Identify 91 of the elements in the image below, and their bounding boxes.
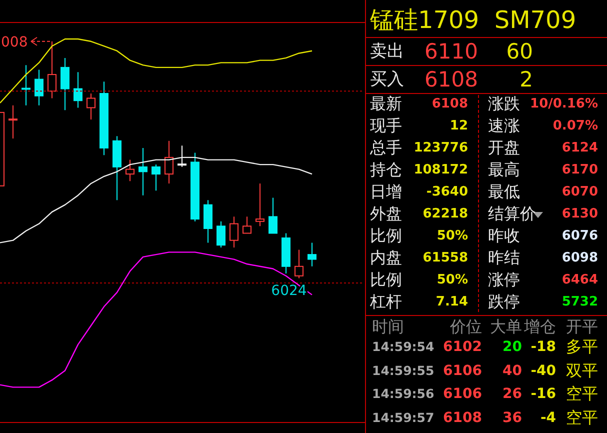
text: 6102: [443, 339, 482, 355]
candlestick: [256, 182, 264, 227]
candlestick: [138, 147, 148, 196]
annotation: 6024: [271, 283, 307, 300]
annotation: 008: [1, 34, 28, 50]
text: 50%: [436, 228, 468, 244]
text: 6070: [562, 184, 598, 200]
text: -40: [530, 362, 556, 379]
text: 62218: [422, 206, 468, 222]
text: 日增: [370, 182, 402, 201]
text: 6110: [424, 40, 478, 64]
text: -4: [540, 410, 556, 426]
text: -18: [530, 339, 556, 355]
text: 6124: [562, 140, 598, 156]
text: 36: [502, 410, 522, 426]
text: 外盘: [370, 204, 402, 223]
text: 60: [506, 40, 533, 64]
text: 2: [520, 68, 533, 92]
text: 多平: [566, 337, 598, 356]
text: 6108: [432, 96, 468, 112]
text: 涨跌: [488, 94, 520, 113]
text: 总手: [370, 138, 402, 157]
candlestick: [308, 242, 316, 267]
text: 持仓: [370, 160, 402, 179]
candlestick: [60, 57, 70, 111]
text: 26: [502, 386, 522, 402]
text: 6106: [443, 386, 482, 402]
candlestick: [242, 216, 252, 234]
text: 时间: [372, 317, 404, 336]
text: 买入: [370, 70, 404, 90]
candlestick: [294, 249, 304, 279]
text: 内盘: [370, 248, 402, 267]
text: 昨收: [488, 226, 520, 245]
text: 速涨: [488, 116, 520, 135]
candlestick: [48, 40, 56, 99]
text: 昨结: [488, 248, 520, 267]
text: 6076: [562, 228, 598, 244]
text: 增仓: [524, 317, 556, 336]
text: 比例: [370, 226, 402, 245]
text: 开平: [566, 317, 598, 336]
text: 双平: [566, 360, 598, 380]
text: 123776: [414, 140, 468, 156]
text: 14:59:55: [372, 362, 434, 378]
text: 开盘: [488, 138, 520, 157]
text: 涨停: [488, 270, 520, 289]
text: 12: [450, 118, 468, 134]
text: 价位: [450, 317, 482, 336]
text: 0.07%: [552, 118, 598, 134]
text: 现手: [370, 116, 402, 135]
candlestick: [86, 92, 96, 120]
candlestick: [34, 69, 44, 106]
text: 比例: [370, 270, 402, 289]
text: 6130: [562, 206, 598, 222]
text: 6108: [424, 68, 478, 92]
candlestick: [216, 220, 226, 248]
text: 跌停: [488, 292, 520, 311]
candlestick: [152, 164, 160, 192]
text: 20: [502, 339, 522, 355]
text: 50%: [436, 272, 468, 288]
text: 最低: [488, 182, 520, 201]
candlestick: [268, 197, 278, 234]
text: 6098: [562, 250, 598, 266]
text: 108172: [414, 162, 468, 178]
text: 14:59:54: [372, 338, 434, 354]
text: 7.14: [436, 294, 468, 310]
candlestick: [230, 216, 238, 248]
text: 6106: [443, 362, 482, 379]
candlestick: [164, 140, 174, 184]
text: 空平: [566, 408, 598, 428]
text: 杠杆: [370, 292, 402, 311]
text: 14:59:57: [372, 410, 434, 425]
text: 10/0.16%: [530, 96, 598, 112]
text: 空平: [566, 384, 598, 404]
text: 大单: [490, 317, 522, 336]
text: 40: [502, 362, 522, 379]
text: 最新: [370, 94, 402, 113]
text: 锰硅1709 SM709: [370, 6, 576, 34]
text: 5732: [562, 294, 598, 310]
text: 卖出: [370, 42, 404, 62]
text: 6464: [562, 272, 598, 288]
text: -3640: [426, 184, 468, 200]
text: 6170: [562, 162, 598, 178]
text: 6108: [443, 410, 482, 426]
text: 14:59:56: [372, 386, 434, 402]
text: -16: [530, 386, 556, 402]
text: 61558: [422, 250, 468, 266]
candlestick: [204, 200, 212, 244]
text: 结算价: [488, 204, 536, 223]
text: 最高: [488, 160, 520, 179]
candlestick: [74, 72, 82, 108]
candlestick: [126, 159, 134, 182]
